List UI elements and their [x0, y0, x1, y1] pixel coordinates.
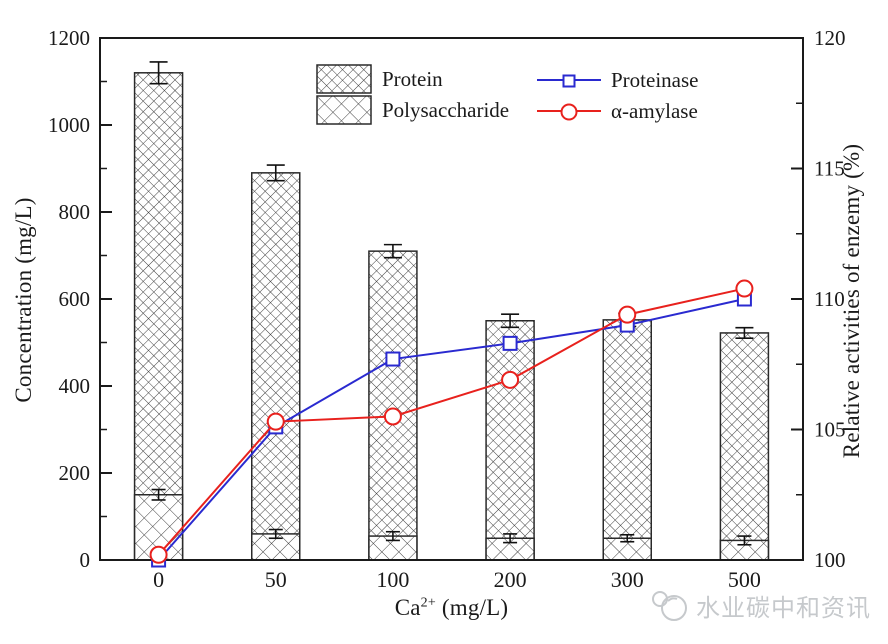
right-axis-tick-label: 100 — [814, 548, 846, 572]
watermark-text: 水业碳中和资讯 — [696, 595, 871, 622]
legend-label-polysaccharide: Polysaccharide — [382, 97, 510, 122]
amylase-marker — [735, 279, 754, 298]
protein-bar — [133, 72, 184, 561]
amylase-marker — [383, 407, 402, 426]
proteinase-marker — [502, 335, 518, 351]
left-axis-tick-label: 1200 — [48, 26, 90, 50]
watermark-logo-icon — [652, 591, 687, 621]
y-axis-title-right: Relative activities of enzemy (%) — [839, 143, 864, 459]
right-axis-tick-label: 110 — [814, 287, 845, 311]
legend-item-proteinase: Proteinase — [537, 67, 698, 93]
left-axis-tick-label: 800 — [59, 200, 91, 224]
right-axis-tick-label: 105 — [814, 418, 846, 442]
x-axis-tick-label: 500 — [728, 567, 761, 592]
x-axis-title-unit: (mg/L) — [435, 595, 509, 620]
amylase-marker — [266, 412, 285, 431]
x-axis-title-superscript: 2+ — [420, 595, 436, 611]
proteinase-line — [157, 298, 745, 561]
protein-bar — [602, 319, 652, 561]
left-axis-tick-label: 1000 — [48, 113, 90, 137]
proteinase-line-icon — [537, 74, 601, 88]
legend-label-proteinase: Proteinase — [611, 67, 699, 92]
left-axis-tick-label: 0 — [80, 548, 91, 572]
protein-bar — [485, 320, 535, 561]
proteinase-marker — [385, 351, 401, 367]
amylase-line — [157, 287, 745, 556]
legend-item-protein: Protein — [316, 64, 443, 94]
protein-bar — [251, 172, 301, 561]
right-axis-tick-label: 120 — [814, 26, 846, 50]
legend-label-amylase: α-amylase — [611, 98, 698, 123]
protein-bar — [368, 250, 418, 561]
left-axis-tick-label: 400 — [59, 374, 91, 398]
y-axis-title-left: Concentration (mg/L) — [11, 197, 36, 403]
amylase-line-icon — [537, 103, 601, 121]
amylase-marker — [501, 370, 520, 389]
amylase-marker — [149, 545, 168, 564]
left-axis-tick-label: 600 — [59, 287, 91, 311]
amylase-marker — [618, 305, 637, 324]
protein-swatch-icon — [316, 64, 372, 94]
polysaccharide-swatch-icon — [316, 95, 372, 125]
legend-item-amylase: α-amylase — [537, 98, 698, 124]
right-axis-tick-label: 115 — [814, 157, 845, 181]
x-axis-tick-label: 0 — [153, 567, 164, 592]
x-axis-tick-label: 300 — [611, 567, 644, 592]
watermark: 水业碳中和资讯 — [648, 585, 871, 625]
legend-label-protein: Protein — [382, 66, 443, 91]
x-axis-tick-label: 200 — [494, 567, 527, 592]
left-axis-tick-label: 200 — [59, 461, 91, 485]
x-axis-title: Ca2+ (mg/L) — [100, 595, 803, 621]
x-axis-tick-label: 50 — [265, 567, 287, 592]
x-axis-tick-label: 100 — [376, 567, 409, 592]
legend-item-polysaccharide: Polysaccharide — [316, 95, 509, 125]
protein-bar — [719, 332, 770, 561]
x-axis-title-base: Ca — [394, 595, 421, 620]
